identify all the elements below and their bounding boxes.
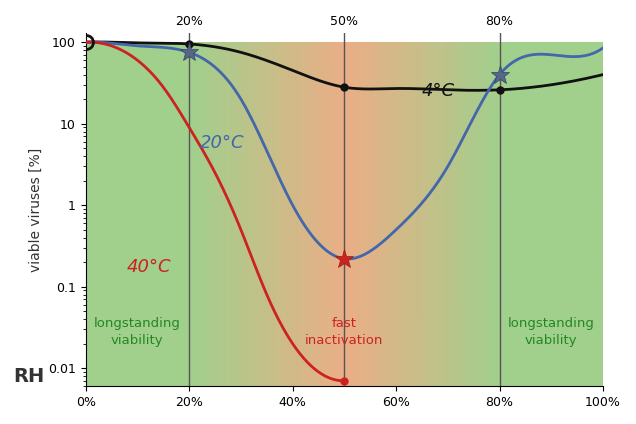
Y-axis label: viable viruses [%]: viable viruses [%]: [29, 148, 43, 272]
Text: longstanding
viability: longstanding viability: [94, 318, 181, 347]
Text: RH: RH: [13, 367, 45, 386]
Text: 20°C: 20°C: [200, 134, 244, 152]
Text: 4°C: 4°C: [422, 82, 455, 100]
Text: 40°C: 40°C: [127, 258, 172, 276]
Text: fast
inactivation: fast inactivation: [305, 318, 384, 347]
Text: longstanding
viability: longstanding viability: [508, 318, 595, 347]
